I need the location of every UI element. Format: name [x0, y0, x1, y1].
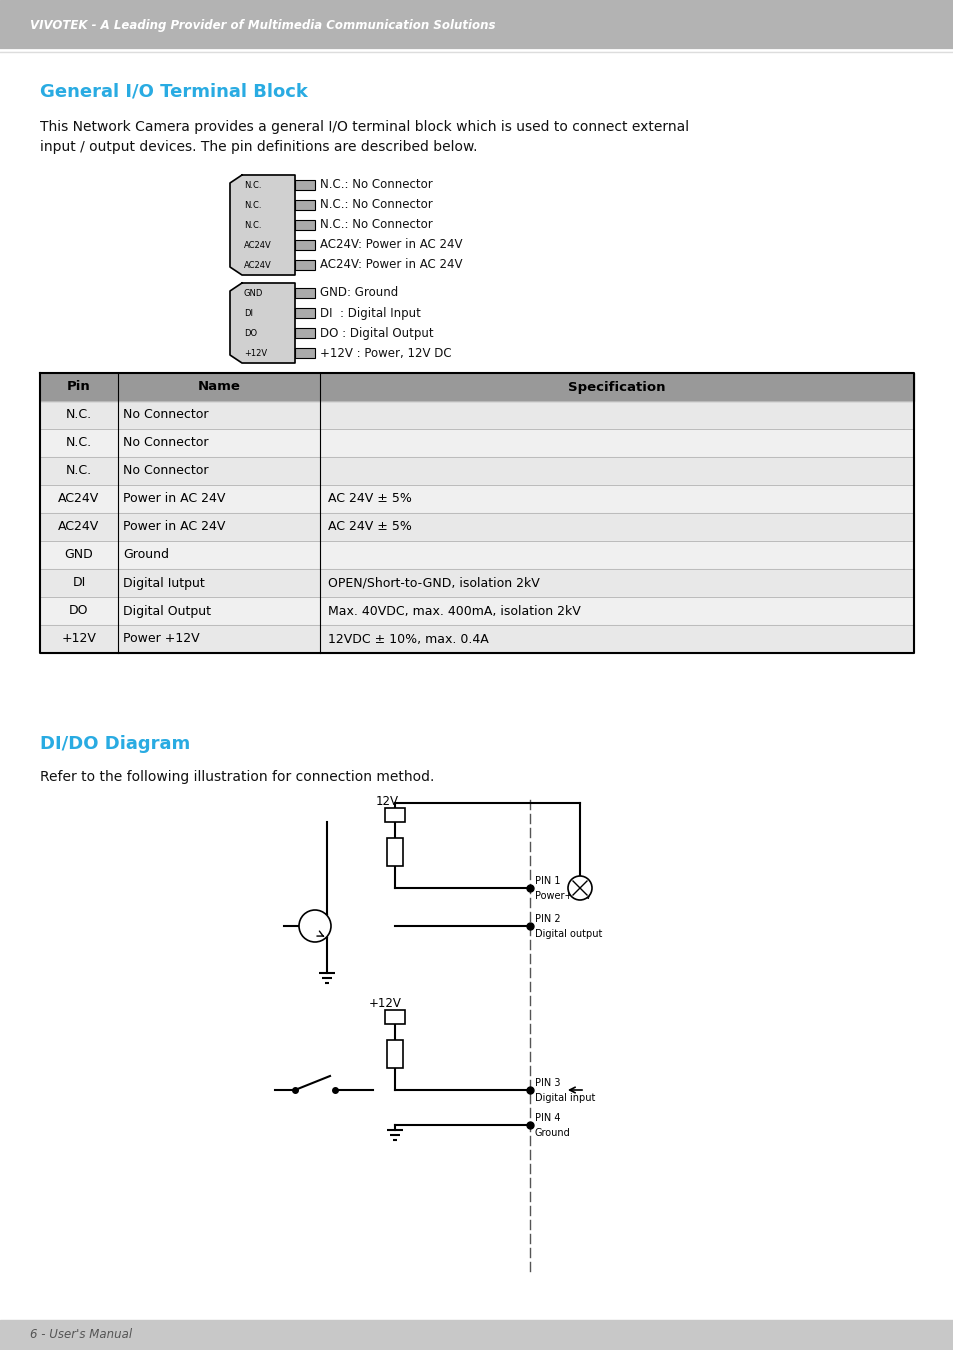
Text: 12VDC ± 10%, max. 0.4A: 12VDC ± 10%, max. 0.4A	[328, 633, 488, 645]
Text: N.C.: No Connector: N.C.: No Connector	[319, 219, 433, 231]
Bar	[40, 568, 913, 597]
Text: DI  : Digital Input: DI : Digital Input	[319, 306, 420, 320]
Text: 6 - User's Manual: 6 - User's Manual	[30, 1328, 132, 1342]
Text: DO: DO	[70, 605, 89, 617]
Bar	[40, 541, 913, 568]
Bar	[40, 429, 913, 458]
Bar	[40, 401, 913, 429]
Bar	[294, 180, 314, 190]
Text: PIN 2: PIN 2	[535, 914, 560, 923]
Text: input / output devices. The pin definitions are described below.: input / output devices. The pin definiti…	[40, 140, 477, 154]
Text: Power +12V: Power +12V	[123, 633, 199, 645]
Text: Ground: Ground	[123, 548, 169, 562]
Text: This Network Camera provides a general I/O terminal block which is used to conne: This Network Camera provides a general I…	[40, 120, 688, 134]
Text: No Connector: No Connector	[123, 464, 209, 478]
Bar	[294, 220, 314, 230]
Bar	[40, 513, 913, 541]
Circle shape	[298, 910, 331, 942]
Bar	[385, 1010, 405, 1025]
Bar	[294, 200, 314, 211]
Text: AC24V: AC24V	[58, 493, 99, 505]
Polygon shape	[230, 284, 294, 363]
Bar	[294, 308, 314, 319]
Text: GND: Ground: GND: Ground	[319, 286, 397, 300]
Text: AC 24V ± 5%: AC 24V ± 5%	[328, 493, 412, 505]
Text: DI: DI	[244, 309, 253, 317]
Text: AC 24V ± 5%: AC 24V ± 5%	[328, 521, 412, 533]
Text: Ground: Ground	[535, 1129, 570, 1138]
Bar	[294, 348, 314, 358]
Text: Digital Output: Digital Output	[123, 605, 211, 617]
Text: +12V: +12V	[368, 998, 401, 1010]
Bar	[294, 288, 314, 298]
Text: DI: DI	[72, 576, 86, 590]
Text: Digital input: Digital input	[535, 1094, 595, 1103]
Text: Power+12V: Power+12V	[535, 891, 591, 900]
Text: DO : Digital Output: DO : Digital Output	[319, 327, 434, 339]
Text: N.C.: N.C.	[66, 464, 92, 478]
Bar	[40, 458, 913, 485]
Text: AC24V: AC24V	[58, 521, 99, 533]
Text: Refer to the following illustration for connection method.: Refer to the following illustration for …	[40, 769, 434, 784]
Text: N.C.: No Connector: N.C.: No Connector	[319, 198, 433, 212]
Text: AC24V: AC24V	[244, 240, 272, 250]
Text: N.C.: N.C.	[66, 409, 92, 421]
Circle shape	[567, 876, 592, 900]
Text: PIN 3: PIN 3	[535, 1079, 560, 1088]
Text: PIN 1: PIN 1	[535, 876, 560, 886]
Text: +12V : Power, 12V DC: +12V : Power, 12V DC	[319, 347, 451, 359]
Text: No Connector: No Connector	[123, 409, 209, 421]
Text: GND: GND	[244, 289, 263, 297]
Text: OPEN/Short-to-GND, isolation 2kV: OPEN/Short-to-GND, isolation 2kV	[328, 576, 539, 590]
Bar	[40, 485, 913, 513]
Text: PIN 4: PIN 4	[535, 1112, 560, 1123]
Text: DI/DO Diagram: DI/DO Diagram	[40, 734, 190, 753]
Bar	[294, 261, 314, 270]
Text: Power in AC 24V: Power in AC 24V	[123, 521, 225, 533]
Text: N.C.: No Connector: N.C.: No Connector	[319, 178, 433, 192]
Bar	[0, 1320, 953, 1350]
Text: DO: DO	[244, 328, 257, 338]
Text: Name: Name	[197, 381, 240, 393]
Text: VIVOTEK - A Leading Provider of Multimedia Communication Solutions: VIVOTEK - A Leading Provider of Multimed…	[30, 19, 495, 31]
Text: N.C.: N.C.	[244, 181, 261, 189]
Bar	[294, 328, 314, 338]
Bar	[40, 373, 913, 401]
Text: N.C.: N.C.	[66, 436, 92, 450]
Bar	[294, 240, 314, 250]
Text: GND: GND	[65, 548, 93, 562]
Text: Specification: Specification	[568, 381, 665, 393]
Bar	[387, 838, 402, 865]
Text: AC24V: Power in AC 24V: AC24V: Power in AC 24V	[319, 239, 462, 251]
Text: Max. 40VDC, max. 400mA, isolation 2kV: Max. 40VDC, max. 400mA, isolation 2kV	[328, 605, 580, 617]
Text: General I/O Terminal Block: General I/O Terminal Block	[40, 82, 308, 100]
Bar	[40, 597, 913, 625]
Text: N.C.: N.C.	[244, 220, 261, 230]
Bar	[387, 1040, 402, 1068]
Bar	[40, 625, 913, 653]
Text: +12V: +12V	[62, 633, 96, 645]
Bar	[0, 0, 953, 50]
Text: Power in AC 24V: Power in AC 24V	[123, 493, 225, 505]
Text: Digital output: Digital output	[535, 929, 601, 940]
Text: 12V: 12V	[375, 795, 398, 809]
Polygon shape	[230, 176, 294, 275]
Bar	[385, 809, 405, 822]
Text: No Connector: No Connector	[123, 436, 209, 450]
Text: N.C.: N.C.	[244, 201, 261, 209]
Text: AC24V: Power in AC 24V: AC24V: Power in AC 24V	[319, 258, 462, 271]
Text: Digital Iutput: Digital Iutput	[123, 576, 205, 590]
Text: AC24V: AC24V	[244, 261, 272, 270]
Text: Pin: Pin	[67, 381, 91, 393]
Text: +12V: +12V	[244, 348, 267, 358]
